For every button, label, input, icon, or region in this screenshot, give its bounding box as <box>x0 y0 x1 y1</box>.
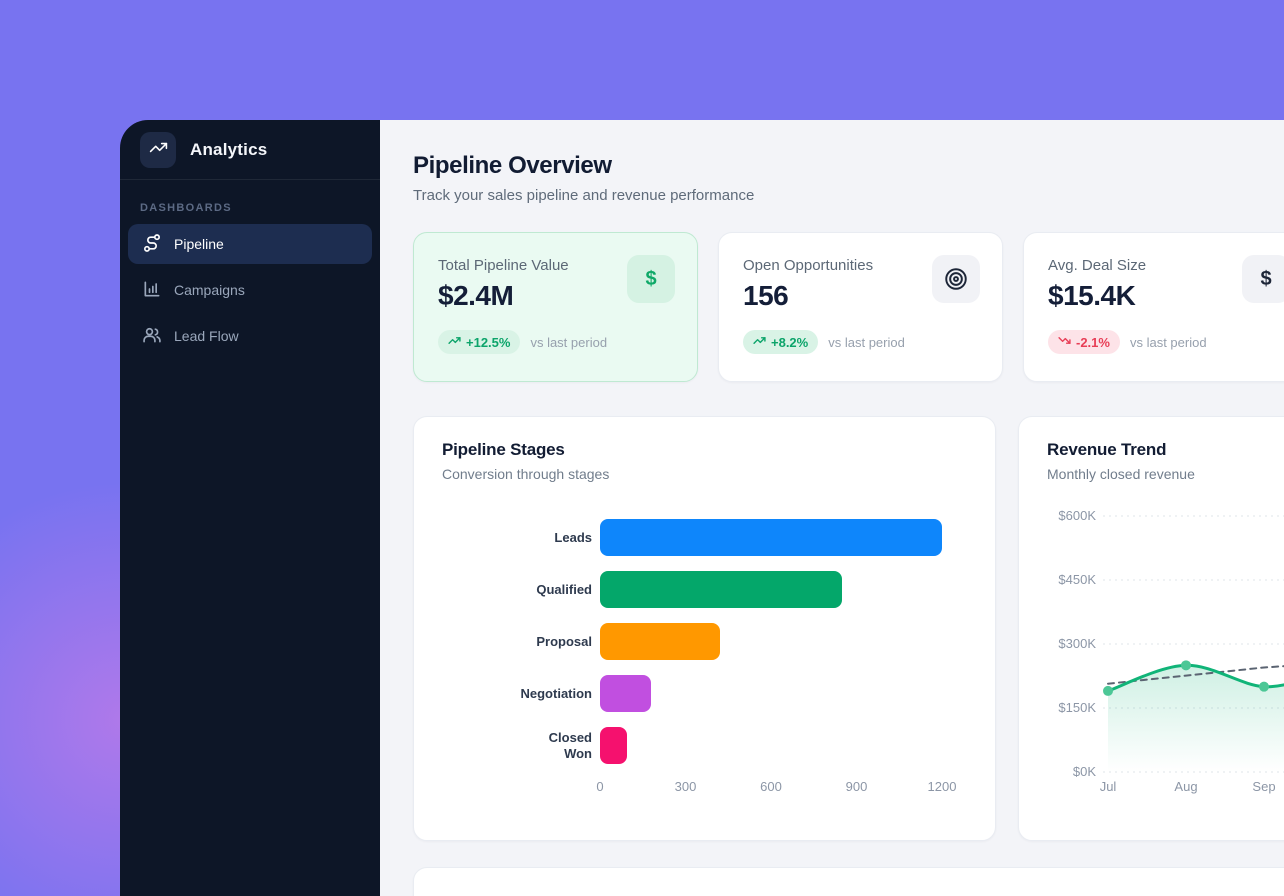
chart-title: Revenue Trend <box>1047 440 1167 459</box>
delta-badge: -2.1% <box>1048 330 1120 354</box>
kpi-card-total-pipeline-value[interactable]: Total Pipeline Value $2.4M $ +12.5% vs l… <box>413 232 698 382</box>
axis-tick: 600 <box>760 779 782 794</box>
sidebar-section-label: DASHBOARDS <box>140 202 232 214</box>
kpi-footer: +12.5% vs last period <box>438 330 673 354</box>
svg-text:$0K: $0K <box>1073 764 1096 779</box>
bar-chart-icon <box>142 279 162 302</box>
kpi-label: Open Opportunities <box>743 257 874 274</box>
compare-label: vs last period <box>530 334 608 350</box>
target-icon <box>932 255 980 303</box>
kpi-label: Total Pipeline Value <box>438 257 569 274</box>
svg-text:Aug: Aug <box>1174 779 1197 794</box>
svg-text:$150K: $150K <box>1058 700 1096 715</box>
svg-text:$450K: $450K <box>1058 572 1096 587</box>
kpi-row: Total Pipeline Value $2.4M $ +12.5% vs l… <box>413 232 1284 382</box>
sidebar-item-campaigns[interactable]: Campaigns <box>128 270 372 310</box>
dollar-icon: $ <box>627 255 675 303</box>
kpi-card-avg-deal-size[interactable]: Avg. Deal Size $15.4K $ -2.1% vs last pe… <box>1023 232 1284 382</box>
axis-tick: 1200 <box>927 779 957 794</box>
svg-text:$300K: $300K <box>1058 636 1096 651</box>
kpi-value: $15.4K <box>1048 280 1136 311</box>
page-title: Pipeline Overview <box>413 152 612 179</box>
trending-up-icon <box>753 334 766 350</box>
stage-row: Closed Won <box>442 727 967 764</box>
route-icon <box>142 233 162 256</box>
app-logo <box>140 131 176 168</box>
page-subtitle: Track your sales pipeline and revenue pe… <box>413 187 755 204</box>
stage-bar <box>600 571 842 608</box>
dollar-icon: $ <box>1242 255 1284 303</box>
kpi-label: Avg. Deal Size <box>1048 257 1147 274</box>
sidebar-header: Analytics <box>120 120 380 180</box>
stage-label: Qualified <box>536 581 592 597</box>
compare-label: vs last period <box>1129 334 1207 350</box>
stage-x-axis: 0 300 600 900 1200 <box>596 779 967 797</box>
trending-down-icon <box>1058 334 1071 350</box>
stage-label: Closed Won <box>548 729 592 761</box>
stage-label: Negotiation <box>520 685 593 701</box>
app-name: Analytics <box>190 139 268 159</box>
app-window: Analytics DASHBOARDS Pipeline <box>120 120 1284 896</box>
stage-label: Proposal <box>536 633 592 649</box>
stage-row: Leads <box>442 519 967 556</box>
sidebar-item-pipeline[interactable]: Pipeline <box>128 224 372 264</box>
trending-up-icon <box>149 138 168 162</box>
trending-up-icon <box>448 334 461 350</box>
bottom-card <box>413 867 1284 896</box>
svg-text:Jul: Jul <box>1100 779 1117 794</box>
stage-row: Negotiation <box>442 675 967 712</box>
sidebar-item-label: Campaigns <box>174 282 245 298</box>
users-icon <box>142 325 162 348</box>
kpi-footer: +8.2% vs last period <box>743 330 978 354</box>
svg-text:$600K: $600K <box>1058 508 1096 523</box>
sidebar-nav: Pipeline Campaigns Lead Flow <box>120 224 380 362</box>
axis-tick: 300 <box>674 779 697 794</box>
sidebar-item-label: Pipeline <box>174 236 224 252</box>
stage-bar <box>600 623 720 660</box>
compare-label: vs last period <box>828 334 905 350</box>
revenue-line-chart: $0K $150K $300K $450K $600K Jul Aug Sep <box>1058 508 1284 794</box>
stage-bar <box>600 675 651 712</box>
revenue-trend-card: Revenue Trend Monthly closed revenue $0K… <box>1018 416 1284 841</box>
sidebar-item-label: Lead Flow <box>174 328 239 344</box>
axis-tick: 900 <box>845 779 868 794</box>
kpi-value: 156 <box>743 280 789 311</box>
stage-bar <box>600 727 627 764</box>
stage-bar-chart: Leads Qualified Proposal Negotiation <box>442 519 967 797</box>
stage-row: Qualified <box>442 571 967 608</box>
main-content: Pipeline Overview Track your sales pipel… <box>380 120 1284 896</box>
delta-badge: +12.5% <box>438 330 521 354</box>
charts-row: Pipeline Stages Conversion through stage… <box>413 416 1284 841</box>
sidebar-item-lead-flow[interactable]: Lead Flow <box>128 316 372 356</box>
chart-title: Pipeline Stages <box>442 440 565 459</box>
stage-row: Proposal <box>442 623 967 660</box>
pipeline-stages-card: Pipeline Stages Conversion through stage… <box>413 416 996 841</box>
delta-badge: +8.2% <box>743 330 819 354</box>
kpi-footer: -2.1% vs last period <box>1048 330 1284 354</box>
chart-subtitle: Conversion through stages <box>442 466 610 482</box>
stage-label: Leads <box>554 529 592 545</box>
sidebar: Analytics DASHBOARDS Pipeline <box>120 120 380 896</box>
stage-bar <box>600 519 942 556</box>
svg-text:Sep: Sep <box>1252 779 1275 794</box>
kpi-card-open-opportunities[interactable]: Open Opportunities 156 +8.2% vs last per… <box>718 232 1003 382</box>
chart-subtitle: Monthly closed revenue <box>1047 466 1195 482</box>
kpi-value: $2.4M <box>438 280 514 311</box>
axis-tick: 0 <box>596 779 604 794</box>
